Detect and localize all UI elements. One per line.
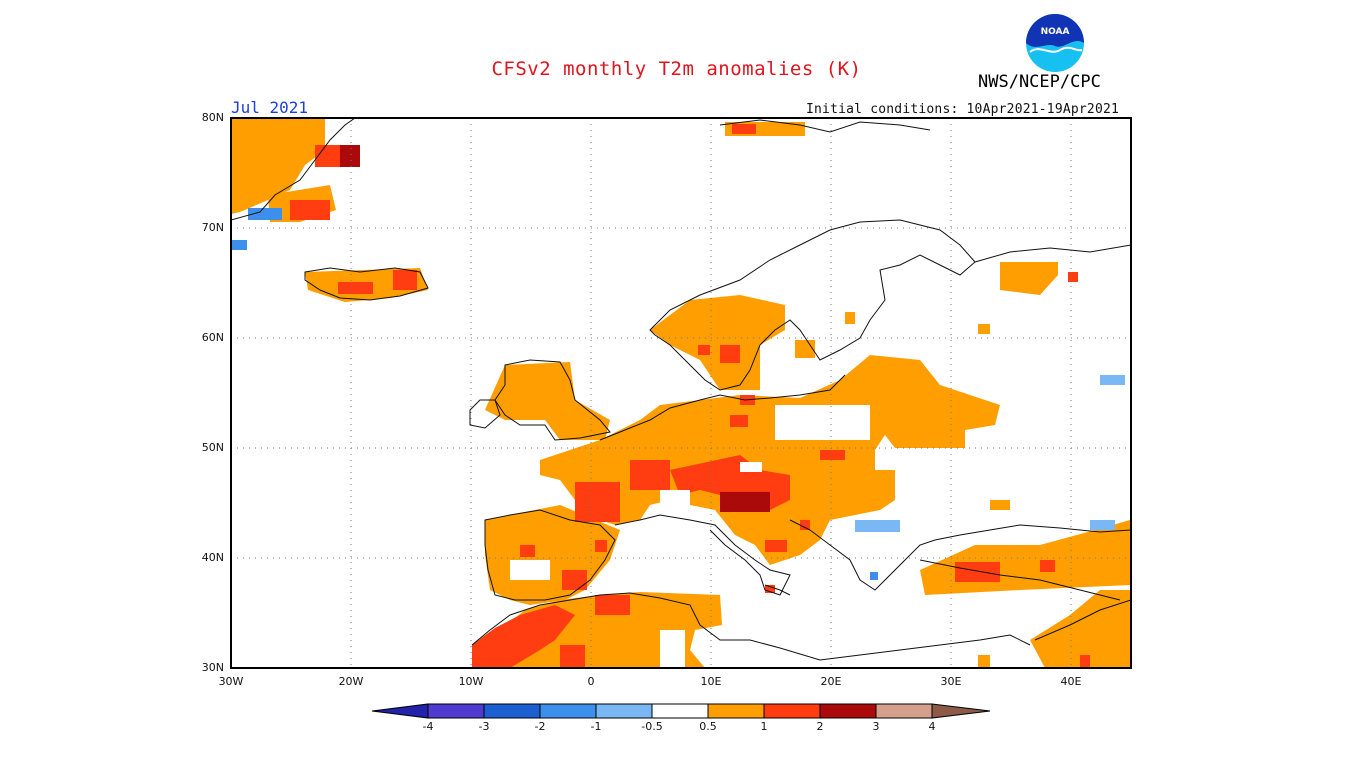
lat-label-70n: 70N [201,221,224,234]
lon-label-40e: 40E [1060,675,1082,688]
coastlines [231,118,1131,661]
initial-conditions: Initial conditions: 10Apr2021-19Apr2021 [806,102,1120,117]
anomaly-shading [231,118,1131,668]
lon-label-30e: 30E [940,675,962,688]
lat-label-40n: 40N [201,551,224,564]
lon-label-10w: 10W [458,675,484,688]
colorbar-label: 0.5 [699,720,717,733]
lon-label-10e: 10E [700,675,722,688]
colorbar-label: 3 [872,720,880,733]
lat-label-50n: 50N [201,441,224,454]
lon-label-30w: 30W [218,675,244,688]
colorbar-label: 4 [928,720,936,733]
colorbar-label: 2 [816,720,824,733]
lon-label-20e: 20E [820,675,842,688]
lat-label-60n: 60N [201,331,224,344]
lon-label-20w: 20W [338,675,364,688]
chart-title: CFSv2 monthly T2m anomalies (K) [491,58,862,80]
colorbar-label: -1 [590,720,602,733]
noaa-logo: NOAA [1025,13,1085,73]
valid-month: Jul 2021 [231,98,309,117]
map-frame [230,117,1132,669]
colorbar-label: 1 [760,720,768,733]
org-label: NWS/NCEP/CPC [978,72,1101,92]
lat-label-80n: 80N [201,111,224,124]
colorbar-label: -4 [422,720,434,733]
graticule [231,118,1131,668]
colorbar [371,703,991,719]
lon-label-0: 0 [587,675,595,688]
colorbar-label: -0.5 [641,720,663,733]
colorbar-label: -2 [534,720,546,733]
svg-text:NOAA: NOAA [1041,27,1070,37]
colorbar-label: -3 [478,720,490,733]
lat-label-30n: 30N [201,661,224,674]
